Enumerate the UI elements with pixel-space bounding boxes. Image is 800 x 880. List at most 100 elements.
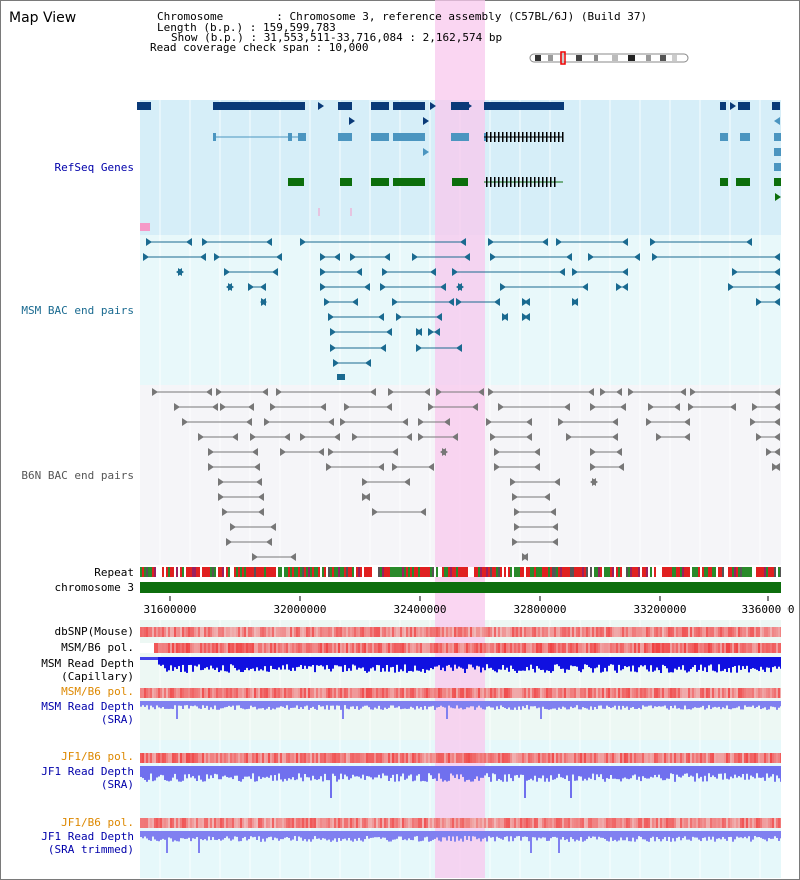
read-depth-bar	[578, 766, 580, 777]
track-label-msm-depth-cap-1[interactable]: MSM Read Depth	[41, 657, 134, 670]
polymorphism-cell	[278, 643, 280, 653]
polymorphism-cell	[708, 627, 710, 637]
read-depth-bar	[470, 657, 472, 665]
track-label-jf1-trim-1[interactable]: JF1 Read Depth	[41, 830, 134, 843]
read-depth-bar	[436, 657, 438, 667]
read-depth-bar	[718, 766, 720, 774]
track-label-dbsnp[interactable]: dbSNP(Mouse)	[54, 625, 134, 638]
msm-bac-pair-end	[143, 253, 149, 261]
gene-exon	[534, 177, 536, 187]
repeat-element	[368, 567, 370, 577]
polymorphism-cell	[166, 627, 168, 637]
track-label-msm-b6-pol-2[interactable]: MSM/B6 pol.	[61, 685, 134, 698]
polymorphism-cell	[538, 688, 540, 698]
read-depth-bar	[690, 831, 692, 841]
polymorphism-cell	[356, 753, 358, 763]
polymorphism-cell	[168, 627, 170, 637]
b6n-bac-pair-end	[362, 478, 368, 486]
polymorphism-cell	[404, 753, 406, 763]
read-depth-bar	[248, 766, 250, 777]
track-label-msm-depth-sra-1[interactable]: MSM Read Depth	[41, 700, 134, 713]
track-label-jf1-trim-2[interactable]: (SRA trimmed)	[47, 843, 134, 856]
polymorphism-cell	[400, 753, 402, 763]
read-depth-bar	[430, 701, 432, 707]
read-depth-bar	[386, 701, 388, 709]
repeat-element	[646, 567, 648, 577]
track-label-jf1-b6-pol[interactable]: JF1/B6 pol.	[61, 750, 134, 763]
repeat-element	[174, 567, 176, 577]
read-depth-bar	[374, 766, 376, 778]
polymorphism-cell	[630, 643, 632, 653]
polymorphism-cell	[458, 688, 460, 698]
polymorphism-cell	[498, 643, 500, 653]
track-label-chromosome[interactable]: chromosome 3	[54, 581, 134, 594]
read-depth-bar	[594, 831, 596, 837]
track-label-msm-depth-cap-2[interactable]: (Capillary)	[61, 670, 134, 683]
read-depth-bar	[544, 766, 546, 782]
track-label-repeat[interactable]: Repeat	[94, 566, 134, 579]
read-depth-bar	[600, 701, 602, 706]
polymorphism-cell	[368, 818, 370, 828]
polymorphism-cell	[610, 688, 612, 698]
read-depth-bar	[594, 657, 596, 669]
repeat-element	[464, 567, 466, 577]
polymorphism-cell	[446, 688, 448, 698]
read-depth-bar	[178, 766, 180, 782]
read-depth-bar	[510, 831, 512, 837]
read-depth-bar	[766, 701, 768, 710]
read-depth-bar	[666, 701, 668, 709]
polymorphism-cell	[678, 818, 680, 828]
polymorphism-cell	[352, 643, 354, 653]
polymorphism-cell	[630, 818, 632, 828]
polymorphism-cell	[234, 818, 236, 828]
polymorphism-cell	[382, 643, 384, 653]
repeat-element	[618, 567, 620, 577]
read-depth-bar	[404, 766, 406, 780]
read-depth-bar	[664, 831, 666, 838]
polymorphism-cell	[170, 688, 172, 698]
read-depth-bar	[426, 701, 428, 710]
read-depth-bar	[588, 701, 590, 710]
polymorphism-cell	[632, 643, 634, 653]
polymorphism-cell	[740, 688, 742, 698]
track-label-msm-depth-sra-2[interactable]: (SRA)	[100, 713, 134, 726]
repeat-element	[612, 567, 614, 577]
track-label-refseq[interactable]: RefSeq Genes	[54, 161, 134, 174]
polymorphism-cell	[616, 753, 618, 763]
polymorphism-cell	[564, 643, 566, 653]
track-label-msm-bac[interactable]: MSM BAC end pairs	[21, 304, 134, 317]
polymorphism-cell	[492, 688, 494, 698]
polymorphism-cell	[592, 627, 594, 637]
repeat-element	[726, 567, 728, 577]
repeat-element	[382, 567, 384, 577]
read-depth-bar	[692, 701, 694, 709]
read-depth-bar	[528, 831, 530, 842]
polymorphism-cell	[762, 688, 764, 698]
polymorphism-cell	[570, 643, 572, 653]
polymorphism-cell	[352, 688, 354, 698]
b6n-bac-pair-end	[232, 433, 238, 441]
repeat-element	[696, 567, 698, 577]
read-depth-bar	[422, 766, 424, 781]
read-depth-bar	[422, 701, 424, 710]
read-depth-bar	[660, 701, 662, 707]
polymorphism-cell	[510, 627, 512, 637]
track-label-msm-b6-pol[interactable]: MSM/B6 pol.	[61, 641, 134, 654]
track-label-jf1-depth-1[interactable]: JF1 Read Depth	[41, 765, 134, 778]
track-label-b6n-bac[interactable]: B6N BAC end pairs	[21, 469, 134, 482]
polymorphism-cell	[658, 627, 660, 637]
read-depth-bar	[210, 831, 212, 841]
read-depth-bar	[342, 831, 344, 840]
read-depth-bar	[508, 657, 510, 672]
read-depth-bar	[192, 701, 194, 707]
polymorphism-cell	[560, 818, 562, 828]
read-depth-bar	[570, 831, 572, 838]
polymorphism-cell	[670, 643, 672, 653]
track-label-jf1-b6-pol-2[interactable]: JF1/B6 pol.	[61, 816, 134, 829]
repeat-element	[462, 567, 464, 577]
repeat-element	[146, 567, 148, 577]
track-label-jf1-depth-2[interactable]: (SRA)	[100, 778, 134, 791]
read-depth-bar	[494, 766, 496, 775]
read-depth-bar	[490, 831, 492, 838]
